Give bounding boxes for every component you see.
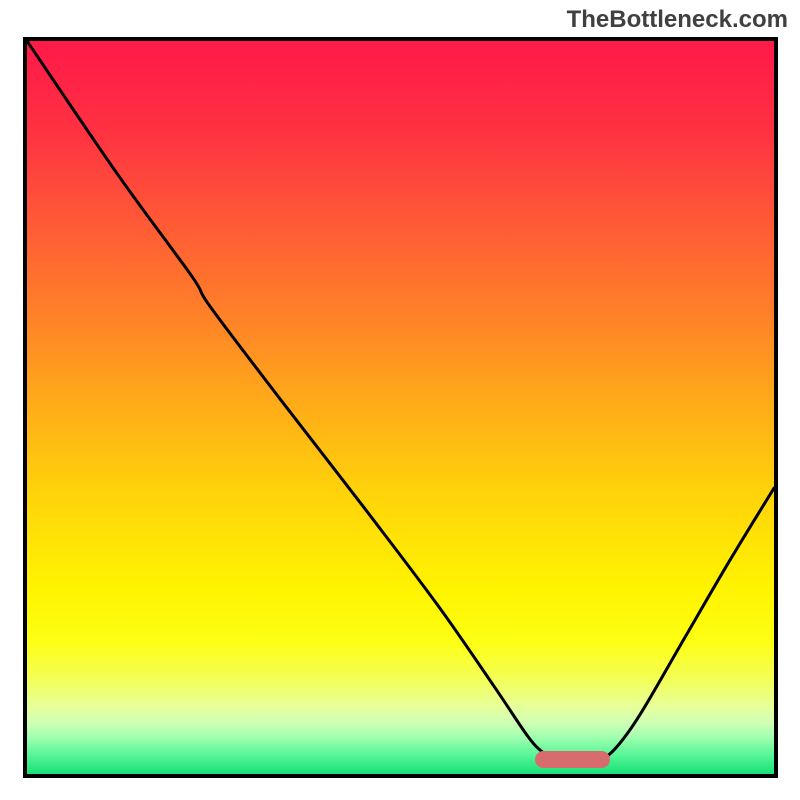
curve-svg xyxy=(27,41,774,774)
chart-container: { "watermark": { "text": "TheBottleneck.… xyxy=(0,0,800,800)
plot-frame xyxy=(23,37,778,778)
optimal-marker xyxy=(535,751,610,769)
watermark-text: TheBottleneck.com xyxy=(567,6,788,34)
bottleneck-curve xyxy=(27,41,774,759)
